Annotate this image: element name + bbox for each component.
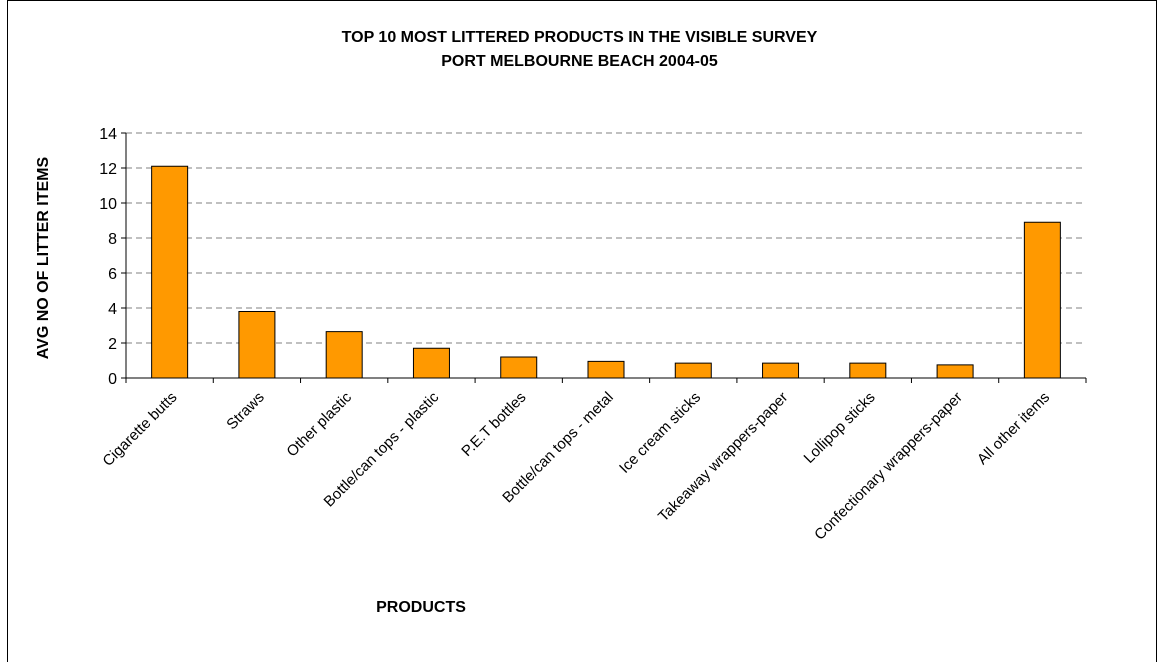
y-tick-label: 8 bbox=[108, 231, 117, 248]
x-tick-label: Cigarette butts bbox=[99, 389, 180, 470]
x-axis-label: PRODUCTS bbox=[376, 599, 466, 616]
x-tick-label: Straws bbox=[223, 389, 267, 433]
bar bbox=[151, 165, 189, 379]
x-tick-label: Ice cream sticks bbox=[616, 389, 704, 477]
x-tick-label: Lollipop sticks bbox=[801, 389, 879, 467]
bar bbox=[1023, 221, 1061, 379]
bar bbox=[936, 364, 974, 379]
bar bbox=[849, 362, 887, 379]
chart-title: TOP 10 MOST LITTERED PRODUCTS IN THE VIS… bbox=[0, 26, 1159, 74]
y-tick-label: 10 bbox=[99, 196, 117, 213]
bar bbox=[500, 356, 538, 379]
bar bbox=[587, 360, 625, 379]
y-tick-label: 14 bbox=[99, 126, 117, 143]
chart-frame bbox=[7, 0, 1157, 662]
bar bbox=[325, 331, 363, 379]
chart-title-line-2: PORT MELBOURNE BEACH 2004-05 bbox=[441, 53, 718, 70]
y-tick-label: 12 bbox=[99, 161, 117, 178]
bar bbox=[762, 362, 800, 379]
y-tick-label: 6 bbox=[108, 266, 117, 283]
x-tick-label: Confectionary wrappers-paper bbox=[811, 389, 966, 544]
bar bbox=[412, 347, 450, 379]
y-tick-label: 2 bbox=[108, 336, 117, 353]
x-tick-label: P.E.T bottles bbox=[458, 389, 529, 460]
bar bbox=[238, 311, 276, 379]
y-tick-label: 4 bbox=[108, 301, 117, 318]
x-tick-label: All other items bbox=[974, 389, 1053, 468]
y-tick-label: 0 bbox=[108, 371, 117, 388]
bar bbox=[674, 362, 712, 379]
chart-title-line-1: TOP 10 MOST LITTERED PRODUCTS IN THE VIS… bbox=[341, 29, 818, 46]
x-tick-label: Other plastic bbox=[283, 388, 355, 460]
